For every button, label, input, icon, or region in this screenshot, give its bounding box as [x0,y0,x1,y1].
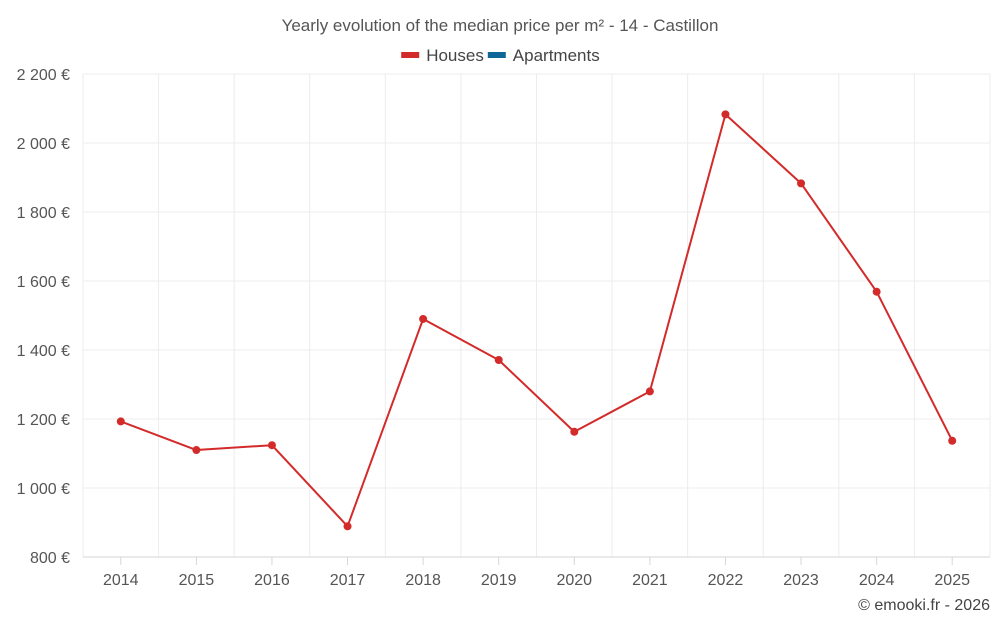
legend-label: Houses [426,46,484,65]
data-point-houses[interactable] [419,314,428,323]
series-layer [116,110,957,531]
x-tick-label: 2023 [783,572,819,589]
y-tick-label: 1 800 € [17,205,70,222]
data-point-houses[interactable] [948,436,957,445]
y-axis: 800 € 1 000 € 1 200 € 1 400 € 1 600 € 1 800 €… [17,67,70,567]
x-tick-label: 2022 [708,572,744,589]
y-tick-label: 1 200 € [17,412,70,429]
x-tick-label: 2019 [481,572,517,589]
grid-lines [82,73,991,557]
data-point-houses[interactable] [192,446,201,455]
x-tick-label: 2020 [556,572,592,589]
data-point-houses[interactable] [797,179,806,188]
x-tick-label: 2021 [632,572,668,589]
x-tick-label: 2018 [405,572,441,589]
data-point-houses[interactable] [721,110,730,119]
y-tick-label: 800 € [30,550,70,567]
y-tick-label: 1 600 € [17,274,70,291]
x-tick-label: 2015 [179,572,215,589]
data-point-houses[interactable] [267,441,276,450]
legend-item-apartments[interactable]: Apartments [487,46,600,65]
chart-title: Yearly evolution of the median price per… [282,16,719,35]
data-point-houses[interactable] [116,417,125,426]
y-tick-label: 2 200 € [17,67,70,84]
data-point-houses[interactable] [872,287,881,296]
x-tick-label: 2017 [330,572,366,589]
legend-swatch [401,52,420,58]
data-point-houses[interactable] [494,356,503,365]
x-tick-label: 2014 [103,572,139,589]
x-tick-label: 2024 [859,572,895,589]
credit-text: © emooki.fr - 2026 [858,597,990,614]
series-line-houses [120,113,954,528]
data-point-houses[interactable] [343,522,352,531]
data-point-houses[interactable] [570,427,579,436]
y-tick-label: 1 400 € [17,343,70,360]
data-point-houses[interactable] [645,387,654,396]
legend-swatch [487,52,506,58]
legend-label: Apartments [513,46,600,65]
y-tick-label: 1 000 € [17,481,70,498]
legend-item-houses[interactable]: Houses [401,46,484,65]
x-tick-label: 2016 [254,572,290,589]
y-tick-label: 2 000 € [17,136,70,153]
chart-legend: Houses Apartments [401,46,600,65]
x-tick-label: 2025 [934,572,970,589]
x-axis: 2014 2015 2016 2017 2018 2019 2020 2021 2022 2023… [83,556,990,589]
